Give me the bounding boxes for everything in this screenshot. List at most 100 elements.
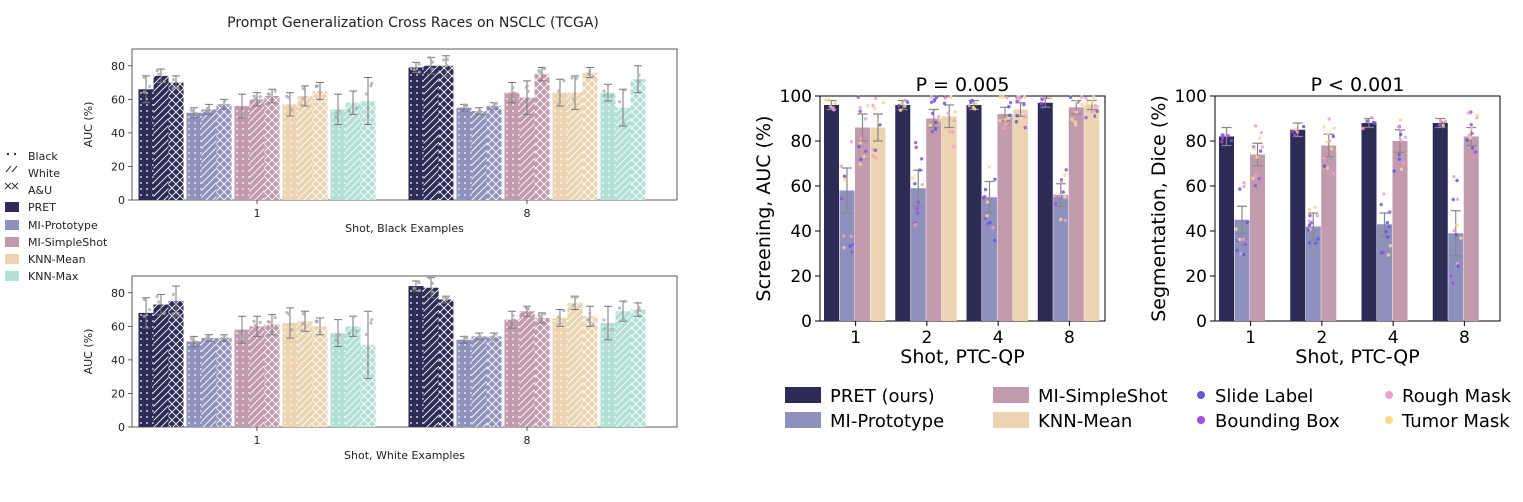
- data-point: [1327, 139, 1332, 143]
- data-point: [881, 100, 885, 105]
- bar-mi-simpleshot-shot-2: [926, 118, 942, 321]
- svg-text:Black: Black: [28, 150, 58, 163]
- data-point: [873, 148, 878, 153]
- y-tick-label: 40: [1185, 222, 1207, 242]
- bar-knn-mean-shot-4: [1013, 109, 1028, 321]
- data-point: [952, 118, 957, 123]
- data-point: [1241, 237, 1245, 242]
- data-point: [862, 154, 866, 159]
- data-point: [1315, 213, 1319, 218]
- data-point: [993, 177, 997, 181]
- bar-pret-ours-shot-2: [895, 105, 911, 321]
- data-point: [848, 244, 852, 248]
- error-bar: [604, 305, 612, 341]
- data-point: [301, 321, 305, 326]
- data-point: [991, 226, 995, 230]
- data-point: [1452, 174, 1456, 179]
- data-point: [557, 102, 561, 106]
- data-point: [1015, 113, 1019, 118]
- legend-method-mi-prototype: MI-Prototype: [5, 219, 98, 232]
- bar-knn-mean-black-shot-1: [282, 104, 298, 200]
- error-bar: [157, 293, 165, 316]
- data-point: [1388, 210, 1392, 214]
- data-point: [1243, 242, 1248, 247]
- data-point: [1399, 138, 1403, 143]
- data-point: [412, 68, 416, 72]
- data-point: [148, 308, 152, 312]
- data-point: [574, 295, 579, 299]
- y-axis-label: Screening, AUC (%): [753, 116, 775, 302]
- bar-pret-black-shot-8: [408, 286, 424, 427]
- data-point: [300, 103, 304, 107]
- svg-text:MI-Prototype: MI-Prototype: [830, 411, 944, 432]
- data-point: [1220, 133, 1225, 137]
- y-tick-label: 60: [1185, 177, 1207, 197]
- data-point: [430, 281, 435, 285]
- bar-knn-mean-shot-8: [1084, 105, 1100, 321]
- data-point: [985, 214, 989, 218]
- data-point: [1007, 113, 1012, 118]
- data-point: [588, 311, 592, 315]
- data-point: [287, 312, 291, 316]
- bar-pret-a-u-shot-8: [438, 299, 454, 427]
- data-point: [873, 106, 877, 111]
- data-point: [1234, 227, 1238, 231]
- y-tick-label: 0: [801, 312, 812, 332]
- legend-knn-mean: KNN-Mean: [993, 411, 1132, 432]
- data-point: [637, 73, 641, 77]
- data-point: [1332, 126, 1336, 130]
- data-point: [873, 96, 878, 101]
- data-point: [1401, 161, 1406, 166]
- data-point: [1226, 134, 1230, 138]
- y-axis-label: Segmentation, Dice (%): [1148, 95, 1170, 322]
- data-point: [602, 89, 606, 93]
- data-point: [252, 94, 256, 98]
- legend-bounding-box: Bounding Box: [1197, 411, 1340, 432]
- bar-knn-mean-a-u-shot-1: [312, 326, 328, 427]
- data-point: [591, 75, 595, 79]
- bar-mi-prototype-a-u-shot-8: [486, 336, 502, 427]
- data-point: [919, 157, 924, 161]
- y-tick-label: 0: [118, 194, 125, 207]
- data-point: [974, 102, 979, 106]
- svg-text:KNN-Mean: KNN-Mean: [28, 253, 86, 266]
- data-point: [1237, 238, 1242, 242]
- plot-frame: [131, 275, 678, 428]
- data-point: [863, 117, 868, 121]
- bar-pret-ours-shot-2: [1290, 129, 1306, 321]
- data-point: [1361, 126, 1365, 131]
- data-point: [1307, 207, 1312, 212]
- y-tick-label: 0: [118, 421, 125, 434]
- data-point: [1365, 119, 1369, 123]
- data-point: [983, 187, 988, 192]
- data-point: [1070, 117, 1074, 121]
- data-point: [842, 174, 847, 178]
- data-point: [1379, 202, 1383, 207]
- data-point: [1252, 146, 1256, 151]
- bar-pret-black-shot-8: [408, 67, 424, 200]
- data-point: [417, 70, 422, 74]
- data-point: [290, 328, 294, 332]
- data-point: [525, 84, 529, 88]
- data-point: [442, 295, 446, 300]
- chart-segmentation-dice: 0 20 40 60 80 100 P < 0.001 Segmentation, Dice …: [1148, 74, 1501, 368]
- data-point: [858, 109, 862, 114]
- data-point: [638, 79, 642, 83]
- data-point: [610, 327, 614, 332]
- data-point: [987, 165, 992, 169]
- data-point: [1388, 243, 1393, 248]
- y-tick-label: 40: [111, 354, 125, 367]
- bar-knn-mean-a-u-shot-8: [582, 72, 598, 200]
- data-point: [442, 58, 446, 62]
- data-point: [878, 123, 882, 127]
- data-point: [602, 318, 606, 322]
- error-bar: [190, 107, 198, 119]
- data-point: [490, 335, 494, 339]
- data-point: [205, 335, 209, 339]
- bar-mi-prototype-black-shot-1: [186, 341, 202, 427]
- data-point: [914, 145, 918, 150]
- data-point: [223, 334, 227, 338]
- data-point: [1295, 130, 1299, 134]
- bar-mi-simpleshot-shot-8: [1068, 107, 1084, 321]
- data-point: [1455, 197, 1460, 201]
